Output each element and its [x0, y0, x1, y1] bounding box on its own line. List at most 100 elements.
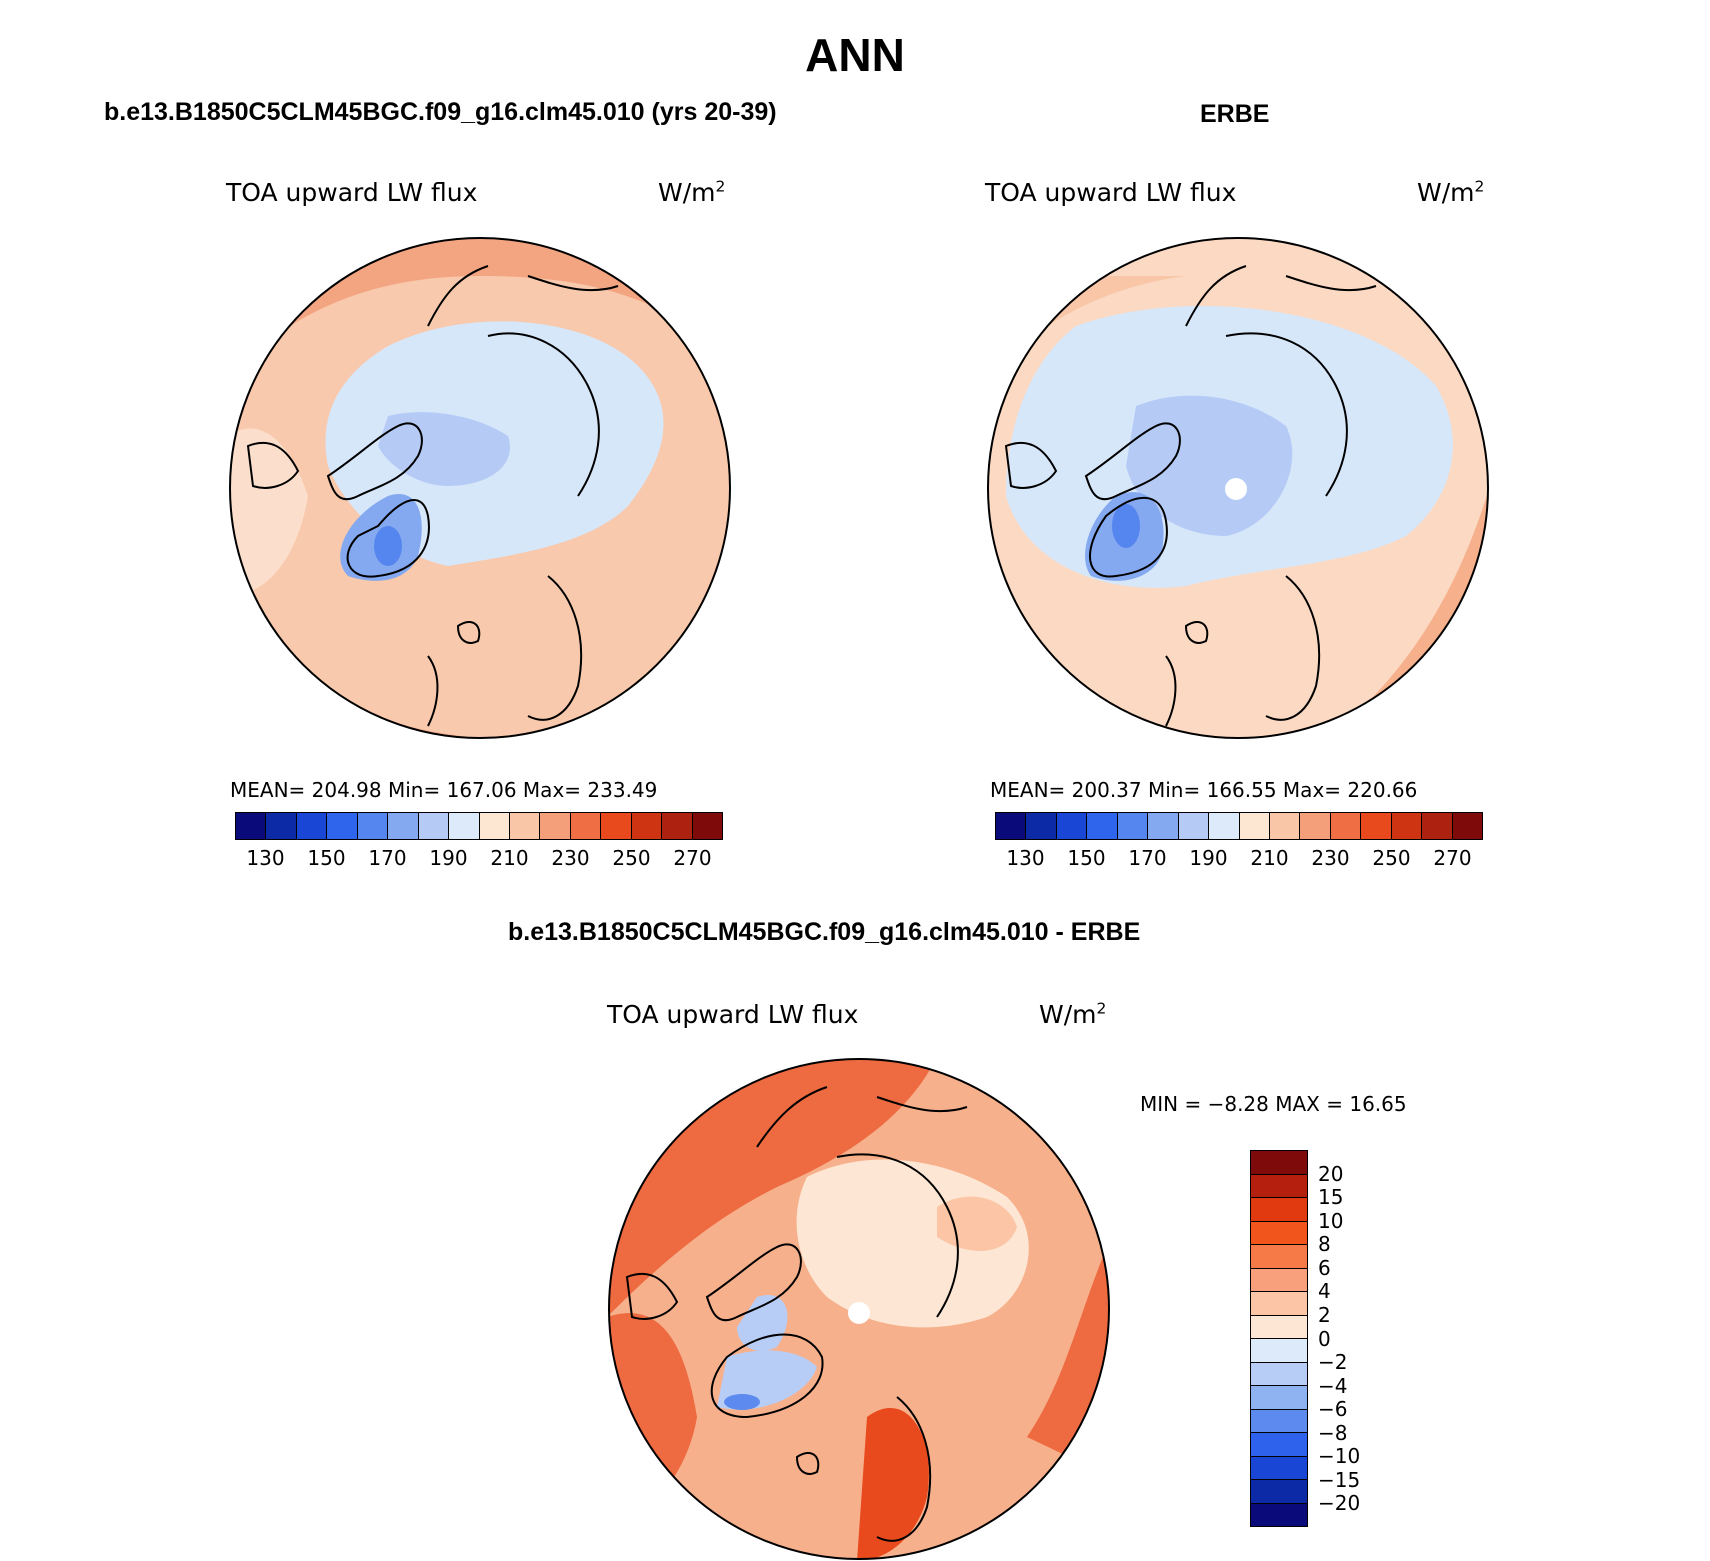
model-colorbar-label: 130 [246, 846, 285, 870]
obs-greenland-core [1112, 504, 1140, 548]
model-colorbar-cell [388, 813, 419, 839]
obs-colorbar-cell [1422, 813, 1453, 839]
panel-obs-variable: TOA upward LW flux [985, 178, 1237, 207]
obs-colorbar-cell [1391, 813, 1423, 839]
diff-greenland-core [724, 1394, 760, 1410]
coastline-icon [625, 1086, 968, 1542]
diff-scandinavia-field [857, 1408, 929, 1559]
model-colorbar-cell [327, 813, 358, 839]
panel-obs-colorbar-labels: 130 150 170 190 210 230 250 270 [995, 846, 1483, 872]
obs-colorbar-label: 170 [1128, 846, 1167, 870]
panel-model-colorbar [235, 812, 723, 840]
model-colorbar-label: 230 [551, 846, 590, 870]
obs-colorbar-cell [1209, 813, 1240, 839]
obs-colorbar-label: 150 [1067, 846, 1106, 870]
model-colorbar-label: 150 [307, 846, 346, 870]
model-map-border [229, 237, 731, 739]
diff-colorbar-cell [1251, 1409, 1307, 1433]
diff-colorbar-cell [1251, 1198, 1307, 1222]
model-colorbar-cell [266, 813, 297, 839]
model-colorbar-label: 210 [490, 846, 529, 870]
panel-diff-subtitle: b.e13.B1850C5CLM45BGC.f09_g16.clm45.010 … [508, 918, 1141, 946]
panel-model-units: W/m2 [658, 177, 726, 207]
diff-colorbar-cell [1251, 1433, 1307, 1457]
diff-colorbar-label: 20 [1318, 1161, 1344, 1186]
obs-colorbar-label: 250 [1372, 846, 1411, 870]
model-colorbar-cell [296, 813, 328, 839]
diff-colorbar-label: 4 [1318, 1279, 1331, 1304]
panel-diff-colorbar-labels: 20 15 10 8 6 4 2 0 −2 −4 −6 −8 −10 −15 −20 [1318, 1150, 1398, 1527]
diff-colorbar-cell [1251, 1503, 1307, 1526]
panel-obs-units: W/m2 [1417, 177, 1485, 207]
model-arctic-mid-field [378, 412, 510, 486]
obs-colorbar-label: 130 [1006, 846, 1045, 870]
model-colorbar-label: 270 [673, 846, 712, 870]
diff-colorbar-label: 15 [1318, 1185, 1344, 1210]
diff-colorbar-cell [1251, 1456, 1307, 1480]
obs-colorbar-cell [996, 813, 1027, 839]
diff-colorbar-label: 0 [1318, 1326, 1331, 1351]
obs-colorbar-label: 210 [1250, 846, 1289, 870]
model-canada-field [230, 428, 308, 596]
coastline-icon [1004, 265, 1377, 727]
diff-colorbar-label: −2 [1318, 1350, 1348, 1375]
main-title: ANN [805, 29, 905, 81]
diff-colorbar-cell [1251, 1245, 1307, 1269]
obs-colorbar-cell [1148, 813, 1179, 839]
model-colorbar-cell [418, 813, 450, 839]
panel-diff-stats: MIN = −8.28 MAX = 16.65 [1140, 1092, 1407, 1116]
panel-diff-units: W/m2 [1039, 999, 1107, 1029]
obs-colorbar-cell [1026, 813, 1057, 839]
obs-colorbar-cell [1178, 813, 1210, 839]
panel-diff-colorbar [1250, 1150, 1308, 1527]
obs-colorbar-cell [1452, 813, 1482, 839]
diff-colorbar-cell [1251, 1151, 1307, 1175]
obs-colorbar-label: 230 [1311, 846, 1350, 870]
model-colorbar-cell [631, 813, 663, 839]
model-colorbar-cell [509, 813, 541, 839]
diff-colorbar-label: −15 [1318, 1467, 1361, 1492]
diff-colorbar-label: 10 [1318, 1208, 1344, 1233]
coastline-icon [246, 265, 619, 727]
obs-colorbar-cell [1361, 813, 1392, 839]
diff-colorbar-cell [1251, 1386, 1307, 1410]
obs-colorbar-label: 270 [1433, 846, 1472, 870]
model-greenland-core [374, 526, 402, 566]
model-colorbar-cell [662, 813, 693, 839]
model-colorbar-cell [601, 813, 632, 839]
panel-diff-variable: TOA upward LW flux [607, 1000, 859, 1029]
obs-colorbar-label: 190 [1189, 846, 1228, 870]
model-colorbar-cell [479, 813, 510, 839]
panel-obs-subtitle: ERBE [1200, 100, 1270, 128]
panel-obs-colorbar [995, 812, 1483, 840]
model-colorbar-label: 250 [612, 846, 651, 870]
diff-colorbar-cell [1251, 1480, 1307, 1504]
obs-colorbar-cell [1269, 813, 1301, 839]
diff-colorbar-label: −20 [1318, 1491, 1361, 1516]
diff-colorbar-cell [1251, 1339, 1307, 1363]
model-colorbar-label: 170 [368, 846, 407, 870]
diff-colorbar-cell [1251, 1315, 1307, 1339]
obs-colorbar-cell [1056, 813, 1088, 839]
model-colorbar-label: 190 [429, 846, 468, 870]
panel-model-map [229, 237, 731, 739]
diff-colorbar-label: −6 [1318, 1397, 1348, 1422]
diff-archipelago-field [737, 1295, 788, 1351]
obs-colorbar-cell [1087, 813, 1118, 839]
panel-model-stats: MEAN= 204.98 Min= 167.06 Max= 233.49 [230, 778, 658, 802]
panel-model-colorbar-labels: 130 150 170 190 210 230 250 270 [235, 846, 723, 872]
diff-colorbar-label: 8 [1318, 1232, 1331, 1257]
obs-colorbar-cell [1330, 813, 1362, 839]
diff-colorbar-label: −8 [1318, 1420, 1348, 1445]
pole-hole-icon [848, 1302, 870, 1324]
panel-model-variable: TOA upward LW flux [226, 178, 478, 207]
obs-colorbar-cell [1300, 813, 1331, 839]
model-colorbar-cell [540, 813, 571, 839]
panel-diff-map [608, 1058, 1110, 1560]
diff-colorbar-label: −10 [1318, 1444, 1361, 1469]
diff-colorbar-cell [1251, 1221, 1307, 1245]
model-colorbar-cell [570, 813, 602, 839]
model-colorbar-cell [357, 813, 389, 839]
diff-colorbar-label: 6 [1318, 1255, 1331, 1280]
obs-colorbar-cell [1117, 813, 1149, 839]
